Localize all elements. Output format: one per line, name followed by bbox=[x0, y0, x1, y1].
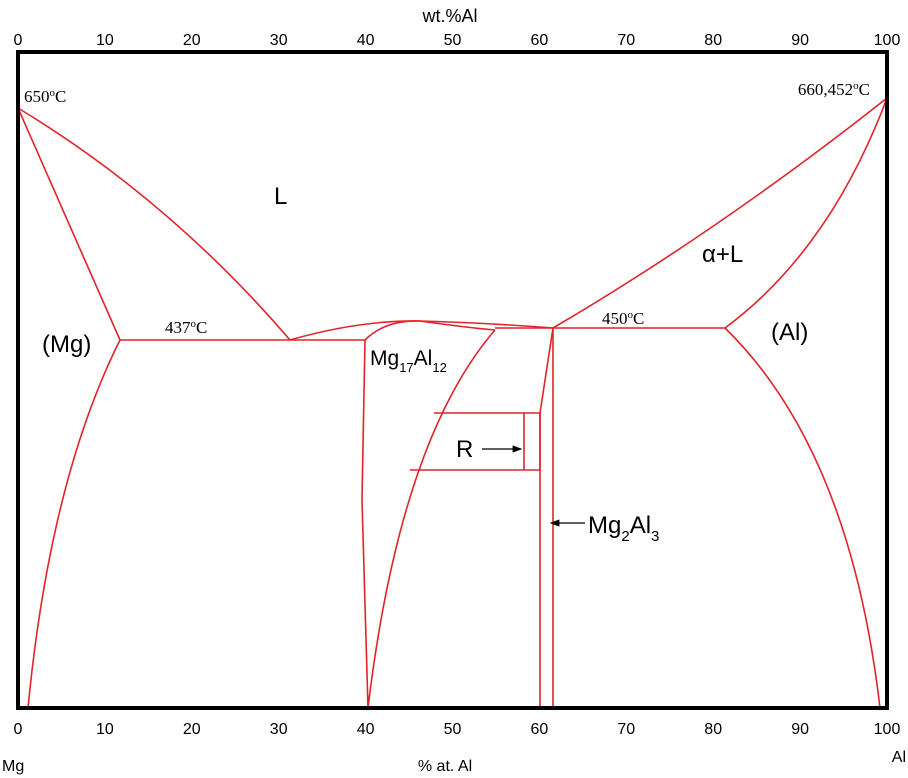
bottom-tick-label-10: 10 bbox=[96, 721, 114, 738]
bottom-tick-label-50: 50 bbox=[444, 721, 462, 738]
mg-end-label: Mg bbox=[2, 758, 24, 775]
bottom-tick-label-20: 20 bbox=[183, 721, 201, 738]
bottom-axis-title: % at. Al bbox=[418, 758, 472, 775]
top-tick-label-20: 20 bbox=[183, 32, 201, 49]
al-liquidus bbox=[552, 97, 888, 329]
al-solid-label: (Al) bbox=[771, 319, 808, 346]
eutectic-450-label: 450oC bbox=[602, 309, 644, 328]
top-tick-label-0: 0 bbox=[14, 32, 23, 49]
r-phase-label: R bbox=[456, 436, 473, 463]
bottom-tick-label-70: 70 bbox=[617, 721, 635, 738]
bottom-tick-label-40: 40 bbox=[357, 721, 375, 738]
mg17al12-label: Mg17Al12 bbox=[370, 347, 447, 375]
mg17al12-left-solidus bbox=[361, 339, 369, 709]
bottom-tick-label-80: 80 bbox=[704, 721, 722, 738]
top-tick-label-70: 70 bbox=[617, 32, 635, 49]
top-tick-label-10: 10 bbox=[96, 32, 114, 49]
top-tick-label-80: 80 bbox=[704, 32, 722, 49]
liquid-phase-label: L bbox=[274, 183, 287, 210]
plot-frame bbox=[16, 50, 889, 710]
al-end-label: Al bbox=[892, 749, 906, 766]
mg-melting-temperature: 650oC bbox=[24, 87, 66, 106]
top-axis-title: wt.%Al bbox=[421, 6, 477, 26]
al-solidus bbox=[724, 97, 888, 329]
mg2al3-left bbox=[539, 327, 554, 708]
mg17al12-top bbox=[364, 320, 421, 341]
mg-solidus bbox=[17, 107, 121, 341]
top-tick-label-60: 60 bbox=[531, 32, 549, 49]
phase-boundaries bbox=[17, 97, 888, 709]
bottom-tick-label-30: 30 bbox=[270, 721, 288, 738]
alpha-liquid-label: α+L bbox=[702, 241, 743, 268]
bottom-axis-ticks: 0 10 20 30 40 50 60 70 80 90 100 bbox=[14, 721, 901, 738]
mg17al12-liquidus bbox=[289, 320, 421, 341]
top-axis-ticks: 0 10 20 30 40 50 60 70 80 90 100 bbox=[14, 32, 901, 49]
bottom-tick-label-90: 90 bbox=[791, 721, 809, 738]
bottom-tick-label-0: 0 bbox=[14, 721, 23, 738]
top-tick-label-100: 100 bbox=[874, 32, 901, 49]
bottom-tick-label-60: 60 bbox=[531, 721, 549, 738]
mg-solid-label: (Mg) bbox=[42, 331, 91, 358]
al-melting-temperature: 660,452oC bbox=[798, 80, 870, 99]
top-tick-label-90: 90 bbox=[791, 32, 809, 49]
top-tick-label-40: 40 bbox=[357, 32, 375, 49]
mg17al12-right-boundary bbox=[367, 329, 496, 709]
mg2al3-label: Mg2Al3 bbox=[588, 512, 659, 545]
mg-solvus bbox=[27, 339, 121, 709]
eutectic-437-label: 437oC bbox=[165, 318, 207, 337]
top-tick-label-30: 30 bbox=[270, 32, 288, 49]
bottom-tick-label-100: 100 bbox=[874, 721, 901, 738]
mg-liquidus bbox=[17, 107, 291, 341]
mg17al12-right-solidus bbox=[419, 320, 496, 331]
top-tick-label-50: 50 bbox=[444, 32, 462, 49]
mg17al12-liquidus-right bbox=[419, 320, 554, 329]
al-solvus bbox=[724, 327, 881, 709]
